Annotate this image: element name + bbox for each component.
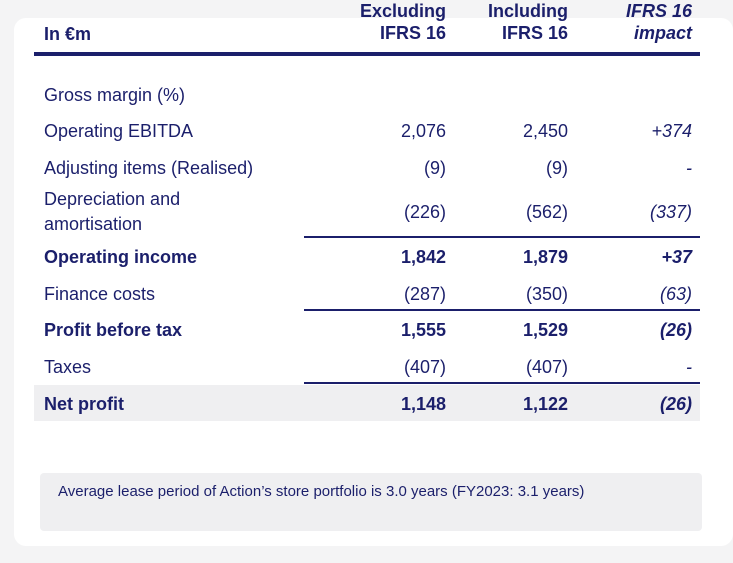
- excl-value: (407): [403, 357, 446, 377]
- impact-value: -: [686, 158, 692, 178]
- row-label: Finance costs: [44, 284, 156, 304]
- impact-value: +37: [661, 247, 692, 267]
- row-label: Operating income: [44, 247, 198, 267]
- impact-value: +374: [651, 121, 692, 141]
- table-card: [14, 18, 733, 546]
- excl-value: 2,076: [400, 121, 446, 141]
- incl-value: 1,529: [522, 320, 568, 340]
- subtotal-rule: [304, 309, 700, 311]
- row-label: Operating EBITDA: [44, 121, 194, 141]
- row-label-line2: amortisation: [44, 214, 143, 234]
- incl-value: 1,879: [522, 247, 568, 267]
- excl-value: (9): [424, 158, 446, 178]
- header-ifrs16-impact: IFRS 16 impact: [625, 1, 692, 43]
- excl-value: (226): [403, 202, 446, 222]
- excl-value: 1,148: [400, 394, 446, 414]
- impact-value: (337): [649, 202, 692, 222]
- impact-value: (63): [659, 284, 692, 304]
- row-label-line1: Depreciation and: [44, 189, 181, 209]
- table-header: In €m Excluding IFRS 16 Including IFRS 1…: [34, 0, 700, 52]
- incl-value: 1,122: [522, 394, 568, 414]
- subtotal-rule: [304, 236, 700, 238]
- header-divider: [34, 52, 700, 56]
- footnote-box: Average lease period of Action’s store p…: [40, 473, 702, 531]
- excl-value: (287): [403, 284, 446, 304]
- excl-value: 1,555: [400, 320, 446, 340]
- header-excluding-ifrs16: Excluding IFRS 16: [359, 1, 446, 43]
- subtotal-rule: [304, 382, 700, 384]
- incl-value: (350): [525, 284, 568, 304]
- footnote-text: Average lease period of Action’s store p…: [58, 483, 585, 500]
- excl-value: 1,842: [400, 247, 446, 267]
- header-label: In €m: [44, 24, 92, 44]
- row-label: Net profit: [44, 394, 124, 414]
- row-label: Profit before tax: [44, 320, 183, 340]
- row-label: Adjusting items (Realised): [44, 158, 254, 178]
- impact-value: -: [686, 357, 692, 377]
- impact-value: (26): [659, 320, 692, 340]
- row-label: Taxes: [44, 357, 92, 377]
- incl-value: (407): [525, 357, 568, 377]
- row-label: Gross margin (%): [44, 85, 186, 105]
- header-including-ifrs16: Including IFRS 16: [488, 1, 568, 43]
- table-row-total: Net profit 1,148 1,122 (26): [34, 385, 700, 421]
- table-row: Depreciation and amortisation (226) (562…: [34, 188, 700, 236]
- incl-value: 2,450: [522, 121, 568, 141]
- impact-value: (26): [659, 394, 692, 414]
- incl-value: (9): [546, 158, 568, 178]
- incl-value: (562): [525, 202, 568, 222]
